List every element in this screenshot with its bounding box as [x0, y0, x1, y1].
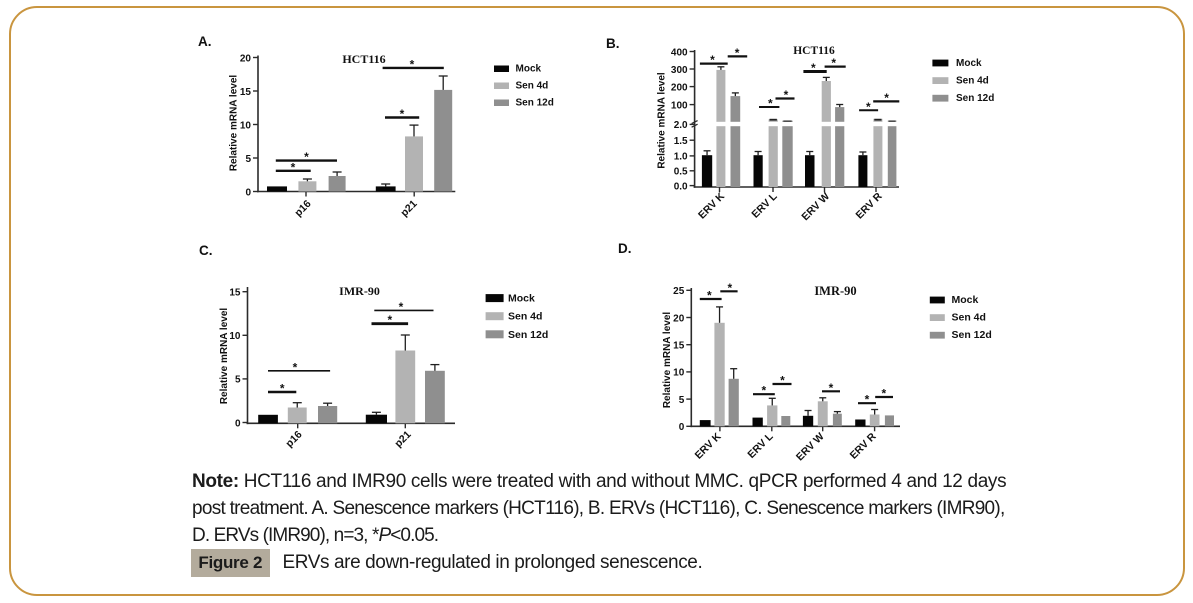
svg-text:15: 15	[229, 288, 241, 299]
svg-text:*: *	[710, 53, 715, 67]
svg-text:Sen 12d: Sen 12d	[516, 98, 554, 109]
svg-text:HCT116: HCT116	[342, 52, 385, 66]
svg-text:*: *	[280, 382, 285, 396]
svg-text:0.0: 0.0	[674, 181, 688, 192]
svg-text:0: 0	[679, 422, 685, 433]
svg-text:*: *	[399, 300, 404, 314]
svg-text:20: 20	[673, 313, 685, 324]
svg-text:5: 5	[245, 154, 251, 165]
svg-text:200: 200	[671, 82, 688, 93]
svg-text:Sen 4d: Sen 4d	[508, 311, 542, 323]
svg-text:p21: p21	[398, 198, 419, 219]
svg-text:*: *	[761, 384, 766, 398]
svg-text:IMR-90: IMR-90	[339, 284, 380, 298]
svg-text:15: 15	[673, 341, 685, 352]
svg-text:*: *	[811, 61, 816, 75]
svg-text:Sen 12d: Sen 12d	[956, 93, 994, 104]
svg-text:ERV K: ERV K	[696, 190, 727, 221]
svg-text:2.0: 2.0	[674, 120, 688, 131]
svg-text:*: *	[865, 393, 870, 407]
svg-text:400: 400	[671, 47, 688, 58]
svg-text:Relative mRNA level: Relative mRNA level	[229, 75, 240, 172]
svg-text:Mock: Mock	[508, 293, 535, 305]
svg-text:15: 15	[240, 87, 252, 98]
svg-text:0: 0	[245, 187, 251, 198]
svg-text:ERV W: ERV W	[799, 190, 832, 223]
svg-text:*: *	[293, 360, 298, 374]
svg-text:Relative mRNA level: Relative mRNA level	[657, 72, 668, 169]
svg-text:5: 5	[235, 375, 241, 386]
svg-text:Sen 4d: Sen 4d	[952, 312, 986, 324]
svg-text:A.: A.	[198, 34, 212, 49]
svg-text:*: *	[735, 46, 740, 60]
svg-text:0.5: 0.5	[674, 167, 688, 178]
svg-text:*: *	[784, 88, 789, 102]
svg-text:Mock: Mock	[516, 64, 542, 75]
svg-text:ERV R: ERV R	[848, 430, 879, 461]
svg-text:*: *	[400, 107, 405, 121]
svg-text:Relative mRNA level: Relative mRNA level	[662, 312, 673, 409]
svg-text:Sen 12d: Sen 12d	[952, 329, 992, 341]
svg-text:10: 10	[240, 120, 252, 131]
svg-text:Mock: Mock	[952, 294, 979, 306]
svg-text:*: *	[780, 374, 785, 388]
svg-text:Sen 4d: Sen 4d	[516, 81, 549, 92]
svg-text:IMR-90: IMR-90	[814, 284, 856, 298]
svg-text:300: 300	[671, 65, 688, 76]
svg-text:*: *	[884, 91, 889, 105]
svg-text:5: 5	[679, 395, 685, 406]
svg-text:*: *	[410, 57, 415, 71]
svg-text:10: 10	[229, 331, 241, 342]
svg-text:100: 100	[671, 100, 688, 111]
svg-text:*: *	[768, 97, 773, 111]
svg-text:C.: C.	[199, 243, 213, 258]
svg-text:10: 10	[673, 368, 685, 379]
svg-text:*: *	[881, 387, 886, 401]
svg-text:20: 20	[240, 53, 252, 64]
svg-text:*: *	[291, 160, 296, 174]
svg-text:ERV R: ERV R	[854, 190, 885, 221]
svg-text:1.5: 1.5	[674, 136, 688, 147]
svg-text:HCT116: HCT116	[793, 45, 835, 57]
svg-text:*: *	[304, 150, 309, 164]
svg-text:*: *	[727, 281, 732, 295]
svg-text:D.: D.	[618, 241, 632, 256]
svg-text:25: 25	[673, 286, 685, 297]
svg-text:Relative mRNA level: Relative mRNA level	[219, 308, 230, 405]
svg-text:*: *	[866, 100, 871, 114]
svg-text:p16: p16	[283, 429, 304, 450]
svg-text:*: *	[707, 289, 712, 303]
svg-text:ERV L: ERV L	[749, 190, 780, 221]
svg-text:ERV L: ERV L	[745, 430, 776, 461]
svg-text:p16: p16	[292, 198, 313, 219]
svg-text:B.: B.	[606, 36, 620, 51]
svg-text:*: *	[829, 381, 834, 395]
svg-text:p21: p21	[392, 429, 413, 450]
svg-text:ERV K: ERV K	[693, 430, 724, 461]
svg-text:Sen 4d: Sen 4d	[956, 76, 989, 87]
svg-text:1.0: 1.0	[674, 152, 688, 163]
svg-text:Mock: Mock	[956, 58, 982, 69]
svg-text:*: *	[387, 313, 392, 327]
svg-text:0: 0	[235, 418, 241, 429]
svg-text:ERV W: ERV W	[794, 431, 827, 464]
svg-text:*: *	[831, 56, 836, 70]
svg-text:Sen 12d: Sen 12d	[508, 329, 548, 341]
